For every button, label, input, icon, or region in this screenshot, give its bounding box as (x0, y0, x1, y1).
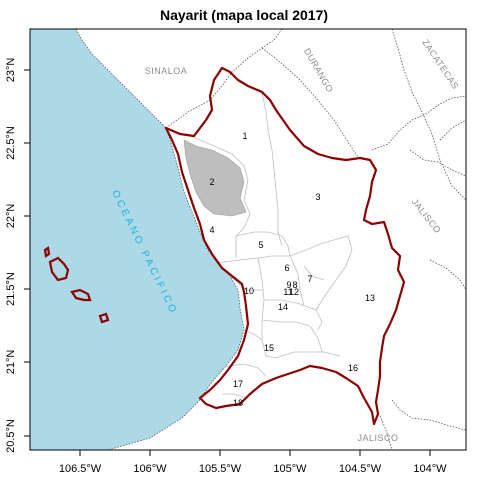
neighbor-borders (165, 29, 466, 450)
district-borders (185, 91, 353, 399)
district-label-12: 12 (289, 287, 299, 297)
district-label-8: 8 (292, 280, 297, 290)
district-label-3: 3 (315, 192, 320, 202)
district-labels: 1 2 3 4 5 6 7 9 8 11 12 10 13 14 15 16 1… (209, 131, 375, 408)
x-axis (79, 449, 431, 456)
island-maria-cleofas (98, 312, 110, 324)
island-maria-madre (48, 256, 70, 282)
district-label-15: 15 (264, 343, 274, 353)
district-2-area (183, 139, 247, 217)
y-tick-label: 22°N (5, 204, 17, 229)
y-axis (24, 69, 31, 437)
island-maria-magdalena (70, 288, 92, 302)
district-label-9: 9 (286, 280, 291, 290)
neighbor-label-durango: DURANGO (302, 47, 335, 95)
islands (43, 246, 110, 324)
x-tick-label: 106°W (133, 463, 167, 475)
district-label-16: 16 (348, 363, 358, 373)
y-tick-label: 23°N (5, 58, 17, 83)
x-tick-label: 106.5°W (59, 463, 102, 475)
x-tick-label: 104.5°W (339, 463, 382, 475)
district-label-10: 10 (244, 286, 254, 296)
district-label-2: 2 (209, 177, 214, 187)
district-label-7: 7 (307, 274, 312, 284)
district-label-6: 6 (284, 263, 289, 273)
ocean-area (30, 29, 244, 450)
neighbor-label-zacatecas: ZACATECAS (420, 38, 461, 92)
y-tick-label: 21°N (5, 350, 17, 375)
district-label-18: 18 (233, 398, 243, 408)
neighbor-label-jalisco-south: JALISCO (357, 433, 398, 443)
x-tick-label: 104°W (413, 463, 447, 475)
district-label-5: 5 (258, 240, 263, 250)
y-tick-label: 21.5°N (5, 272, 17, 306)
y-tick-label: 22.5°N (5, 126, 17, 160)
district-label-17: 17 (233, 379, 243, 389)
district-label-14: 14 (278, 302, 288, 312)
neighbor-label-sinaloa: SINALOA (145, 66, 188, 76)
x-tick-label: 105°W (273, 463, 307, 475)
district-label-11: 11 (283, 287, 292, 297)
district-label-4: 4 (209, 225, 214, 235)
y-tick-label: 20.5°N (5, 419, 17, 453)
neighbor-label-jalisco-east: JALISCO (410, 197, 443, 235)
island-small-north (43, 246, 51, 258)
district-label-1: 1 (242, 131, 247, 141)
state-border (164, 66, 406, 426)
map-title: Nayarit (mapa local 2017) (160, 7, 328, 23)
x-tick-label: 105.5°W (199, 463, 242, 475)
district-label-13: 13 (365, 293, 375, 303)
